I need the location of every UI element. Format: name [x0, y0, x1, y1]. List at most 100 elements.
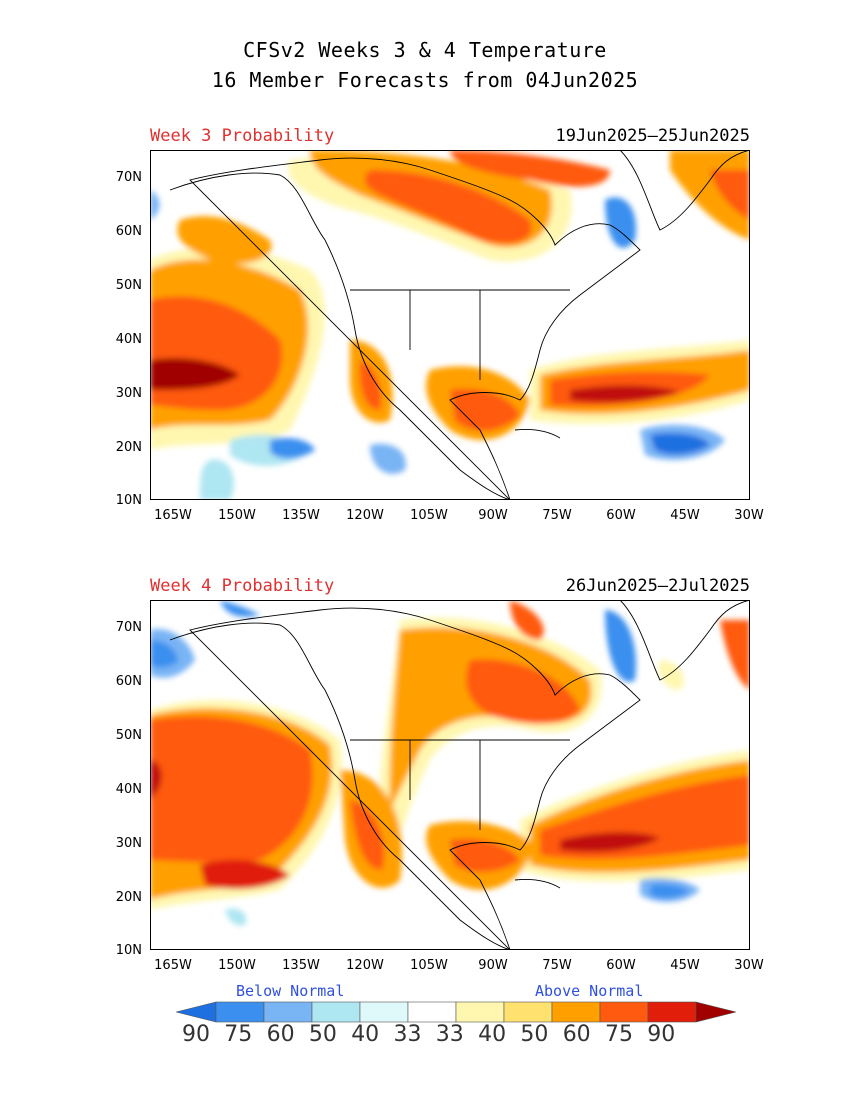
legend-swatch — [503, 1001, 553, 1023]
w3-pacific-cold3 — [370, 443, 406, 474]
w4-gulf-red — [450, 838, 520, 872]
w3-pacific-dark — [150, 358, 240, 390]
lat-tick: 10N — [115, 493, 142, 508]
lon-tick: 30W — [734, 958, 764, 973]
legend-number: 75 — [224, 1022, 253, 1047]
lat-tick: 40N — [115, 782, 142, 797]
w4-canada-red — [466, 659, 580, 724]
w4-pacific-dark — [150, 760, 162, 800]
legend-number: 33 — [393, 1022, 422, 1047]
lat-tick: 70N — [115, 170, 142, 185]
chart-title: CFSv2 Weeks 3 & 4 Temperature — [243, 38, 607, 62]
legend-swatch — [647, 1001, 697, 1023]
week4-label: Week 4 Probability — [150, 576, 335, 596]
legend-number: 60 — [562, 1022, 591, 1047]
week3-label: Week 3 Probability — [150, 126, 335, 146]
legend-swatch — [407, 1001, 457, 1023]
w4-cuba — [514, 879, 561, 889]
legend-number: 60 — [266, 1022, 295, 1047]
lat-tick: 30N — [115, 836, 142, 851]
lon-tick: 120W — [346, 958, 384, 973]
legend-swatch — [263, 1001, 313, 1023]
w4-alaska-cold2 — [150, 640, 178, 668]
lat-tick: 60N — [115, 674, 142, 689]
w3-atlantic-dark — [570, 385, 680, 403]
lon-tick: 150W — [218, 508, 256, 523]
lon-tick: 105W — [410, 508, 448, 523]
lat-tick: 40N — [115, 332, 142, 347]
legend-number: 90 — [182, 1022, 210, 1047]
w4-top-cold — [220, 600, 260, 617]
lat-tick: 50N — [115, 728, 142, 743]
lat-tick: 30N — [115, 386, 142, 401]
w4-us-border — [350, 739, 570, 830]
w4-coastline-na — [169, 607, 641, 950]
w3-greenland-red — [710, 170, 750, 220]
lon-tick: 75W — [542, 958, 572, 973]
w3-pacific-top — [177, 216, 272, 264]
lon-tick: 45W — [670, 508, 700, 523]
legend-number: 75 — [605, 1022, 633, 1047]
lat-tick: 20N — [115, 890, 142, 905]
legend-number: 40 — [478, 1022, 507, 1047]
w4-atlantic-dark — [560, 832, 660, 852]
week4-map-svg — [150, 600, 750, 950]
lon-tick: 135W — [282, 508, 320, 523]
lon-tick: 165W — [154, 508, 192, 523]
week4-frame — [150, 600, 750, 950]
lon-tick: 90W — [478, 958, 508, 973]
lon-tick: 90W — [478, 508, 508, 523]
w4-greenland-cold — [605, 610, 636, 682]
lat-tick: 70N — [115, 620, 142, 635]
lon-tick: 75W — [542, 508, 572, 523]
legend-swatch — [176, 1001, 217, 1023]
legend-number: 40 — [351, 1022, 380, 1047]
legend-number: 90 — [647, 1022, 676, 1047]
w3-baja-red — [359, 360, 382, 410]
legend-number: 50 — [308, 1022, 337, 1047]
w4-pacific-red2 — [200, 859, 290, 889]
week3-dates: 19Jun2025—25Jun2025 — [555, 126, 750, 146]
week4-map — [150, 600, 750, 950]
legend-swatch — [599, 1001, 649, 1023]
w4-pacific-red — [150, 716, 313, 863]
lat-tick: 60N — [115, 224, 142, 239]
w3-gulf-red — [450, 388, 520, 431]
legend-swatch — [311, 1001, 361, 1023]
w4-canada-top — [510, 600, 544, 640]
legend-number: 33 — [435, 1022, 464, 1047]
below-normal-label: Below Normal — [236, 982, 345, 1000]
lon-tick: 60W — [606, 958, 636, 973]
legend-number: 50 — [520, 1022, 549, 1047]
lon-tick: 165W — [154, 958, 192, 973]
legend-swatch — [215, 1001, 265, 1023]
legend-swatch — [455, 1001, 505, 1023]
w4-baja-red — [350, 800, 385, 870]
lat-tick: 20N — [115, 440, 142, 455]
lat-tick: 50N — [115, 278, 142, 293]
lon-tick: 150W — [218, 958, 256, 973]
w4-greenland-warm — [720, 620, 750, 690]
w4-pacific-cold — [225, 908, 247, 926]
lon-tick: 120W — [346, 508, 384, 523]
week3-map-svg — [150, 150, 750, 500]
w3-top-left-cold — [150, 190, 160, 220]
lat-tick: 10N — [115, 943, 142, 958]
w3-canada-red2 — [450, 150, 610, 187]
w3-pacific-cold2 — [270, 438, 315, 459]
legend-swatch — [551, 1001, 601, 1023]
w3-atlantic-cold2 — [650, 433, 710, 455]
lon-tick: 30W — [734, 508, 764, 523]
w3-coastline-greenland — [619, 150, 750, 231]
lon-tick: 45W — [670, 958, 700, 973]
w3-cuba — [514, 429, 561, 439]
w3-canada-red — [364, 170, 532, 244]
w4-atlantic-cold2 — [650, 883, 690, 899]
week4-dates: 26Jun2025—2Jul2025 — [565, 576, 750, 596]
legend-swatch — [695, 1001, 736, 1023]
chart-subtitle: 16 Member Forecasts from 04Jun2025 — [211, 68, 639, 92]
w3-us-border — [350, 289, 570, 380]
lon-tick: 135W — [282, 958, 320, 973]
color-legend-bar — [176, 1001, 736, 1023]
legend-swatch — [359, 1001, 409, 1023]
